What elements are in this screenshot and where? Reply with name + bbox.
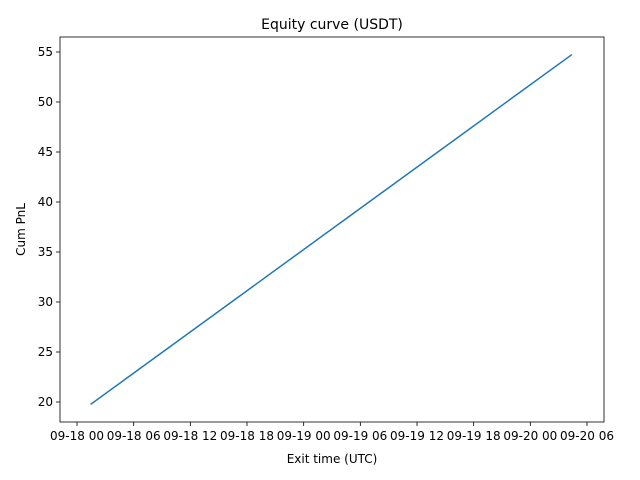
chart-title: Equity curve (USDT) bbox=[261, 17, 403, 33]
x-axis-label: Exit time (UTC) bbox=[287, 452, 378, 466]
x-tick-label: 09-19 12 bbox=[390, 429, 444, 443]
x-tick-label: 09-19 18 bbox=[447, 429, 501, 443]
x-tick-label: 09-18 18 bbox=[220, 429, 274, 443]
x-tick-label: 09-18 06 bbox=[107, 429, 161, 443]
y-tick-label: 50 bbox=[38, 95, 53, 109]
series-layer bbox=[90, 53, 573, 406]
series-line-0 bbox=[90, 53, 573, 406]
y-axis: 20 25 30 35 40 45 50 55 bbox=[38, 45, 60, 409]
y-tick-label: 30 bbox=[38, 295, 53, 309]
x-tick-label: 09-19 00 bbox=[277, 429, 331, 443]
x-tick-label: 09-18 00 bbox=[50, 429, 104, 443]
x-tick-label: 09-20 00 bbox=[503, 429, 557, 443]
x-tick-label: 09-18 12 bbox=[163, 429, 217, 443]
y-tick-label: 35 bbox=[38, 245, 53, 259]
y-tick-label: 20 bbox=[38, 395, 53, 409]
y-tick-label: 25 bbox=[38, 345, 53, 359]
y-axis-label: Cum PnL bbox=[14, 203, 28, 256]
y-tick-label: 40 bbox=[38, 195, 53, 209]
y-tick-label: 45 bbox=[38, 145, 53, 159]
x-axis: 09-18 00 09-18 06 09-18 12 09-18 18 09-19 00… bbox=[50, 422, 614, 443]
x-tick-label: 09-20 06 bbox=[560, 429, 614, 443]
x-tick-label: 09-19 06 bbox=[333, 429, 387, 443]
plot-frame bbox=[59, 36, 605, 423]
y-tick-label: 55 bbox=[38, 45, 53, 59]
